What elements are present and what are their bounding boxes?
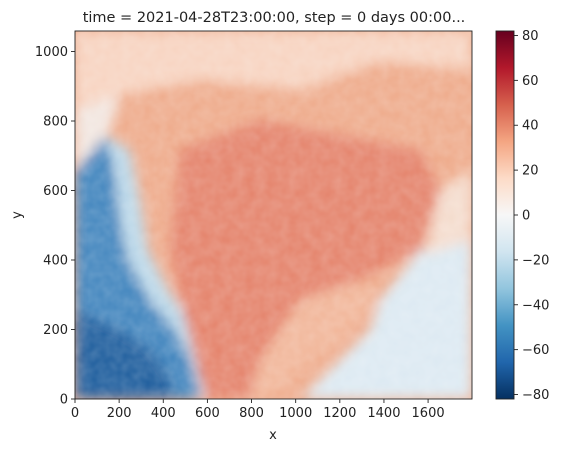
colorbar-axis: 80 60 40 20 0 −20 −40 −60 −80	[514, 29, 549, 403]
x-tick-label: 1400	[367, 406, 400, 421]
chart-title: time = 2021-04-28T23:00:00, step = 0 day…	[83, 10, 466, 26]
x-axis-label: x	[269, 428, 277, 443]
y-tick-label: 200	[43, 323, 68, 338]
y-tick-label: 400	[43, 254, 68, 269]
x-tick-label: 800	[239, 406, 264, 421]
x-tick-label: 1200	[323, 406, 356, 421]
y-tick-label: 600	[43, 184, 68, 199]
y-tick-label: 0	[60, 393, 68, 408]
x-axis: 0 200 400 600 800 1000 1200 1400 1600	[71, 399, 445, 421]
colorbar-tick-label: 20	[522, 164, 539, 179]
x-tick-label: 600	[195, 406, 220, 421]
colorbar-tick-label: 80	[522, 29, 539, 44]
colorbar-tick-label: 40	[522, 119, 539, 134]
colorbar	[495, 30, 515, 400]
y-tick-label: 1000	[35, 45, 68, 60]
heatmap-field	[75, 31, 472, 399]
y-axis: 0 200 400 600 800 1000	[35, 45, 75, 408]
x-tick-label: 1600	[412, 406, 445, 421]
plot-frame	[74, 30, 473, 400]
colorbar-tick-label: −80	[522, 388, 549, 403]
x-tick-label: 1000	[279, 406, 312, 421]
x-tick-label: 400	[151, 406, 176, 421]
colorbar-tick-label: −20	[522, 253, 549, 268]
colorbar-tick-label: −60	[522, 343, 549, 358]
x-tick-label: 200	[107, 406, 132, 421]
colorbar-tick-label: 60	[522, 74, 539, 89]
y-tick-label: 800	[43, 115, 68, 130]
colorbar-tick-label: −40	[522, 298, 549, 313]
y-axis-label: y	[10, 211, 25, 219]
colorbar-tick-label: 0	[522, 209, 530, 224]
field-texture	[75, 31, 472, 399]
x-tick-label: 0	[71, 406, 79, 421]
